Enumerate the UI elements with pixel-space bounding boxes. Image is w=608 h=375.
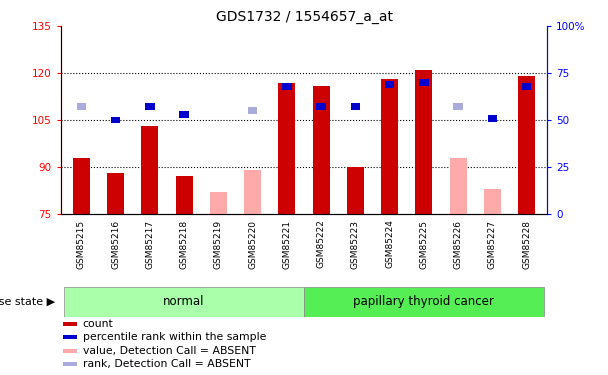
Bar xyxy=(282,83,292,90)
Bar xyxy=(73,158,90,214)
Bar xyxy=(316,104,326,110)
Bar xyxy=(278,82,295,214)
Bar xyxy=(449,158,467,214)
Text: GSM85219: GSM85219 xyxy=(214,220,223,269)
Bar xyxy=(351,104,360,110)
Bar xyxy=(145,104,154,110)
Bar xyxy=(454,104,463,110)
Bar xyxy=(141,126,159,214)
Text: count: count xyxy=(83,319,114,329)
Text: GSM85224: GSM85224 xyxy=(385,220,394,268)
Text: papillary thyroid cancer: papillary thyroid cancer xyxy=(353,296,494,308)
Text: GSM85215: GSM85215 xyxy=(77,220,86,269)
Text: GSM85223: GSM85223 xyxy=(351,220,360,268)
Bar xyxy=(248,107,257,114)
Text: GSM85217: GSM85217 xyxy=(145,220,154,269)
Text: rank, Detection Call = ABSENT: rank, Detection Call = ABSENT xyxy=(83,359,250,369)
Bar xyxy=(210,192,227,214)
Bar xyxy=(419,79,429,86)
Bar xyxy=(63,322,77,326)
Bar xyxy=(63,348,77,352)
Text: GSM85226: GSM85226 xyxy=(454,220,463,268)
Bar xyxy=(522,83,531,90)
Text: GSM85222: GSM85222 xyxy=(317,220,326,268)
Bar xyxy=(244,170,261,214)
Bar xyxy=(313,86,330,214)
Bar xyxy=(111,117,120,123)
Text: GSM85225: GSM85225 xyxy=(420,220,429,268)
Bar xyxy=(64,287,304,317)
Bar xyxy=(63,362,77,366)
Text: disease state ▶: disease state ▶ xyxy=(0,297,55,307)
Bar xyxy=(381,80,398,214)
Bar xyxy=(304,287,544,317)
Text: GSM85220: GSM85220 xyxy=(248,220,257,268)
Bar xyxy=(385,81,395,88)
Text: normal: normal xyxy=(164,296,205,308)
Bar xyxy=(488,115,497,122)
Text: GSM85218: GSM85218 xyxy=(179,220,188,269)
Text: percentile rank within the sample: percentile rank within the sample xyxy=(83,332,266,342)
Text: GSM85228: GSM85228 xyxy=(522,220,531,268)
Bar xyxy=(107,173,124,214)
Text: GSM85216: GSM85216 xyxy=(111,220,120,269)
Text: value, Detection Call = ABSENT: value, Detection Call = ABSENT xyxy=(83,346,255,355)
Title: GDS1732 / 1554657_a_at: GDS1732 / 1554657_a_at xyxy=(215,10,393,24)
Bar xyxy=(73,158,90,214)
Text: GSM85227: GSM85227 xyxy=(488,220,497,268)
Bar xyxy=(176,176,193,214)
Bar xyxy=(347,167,364,214)
Bar xyxy=(484,189,501,214)
Bar xyxy=(518,76,535,214)
Bar xyxy=(415,70,432,214)
Bar xyxy=(179,111,189,118)
Text: GSM85221: GSM85221 xyxy=(282,220,291,268)
Bar xyxy=(77,104,86,110)
Bar xyxy=(63,335,77,339)
